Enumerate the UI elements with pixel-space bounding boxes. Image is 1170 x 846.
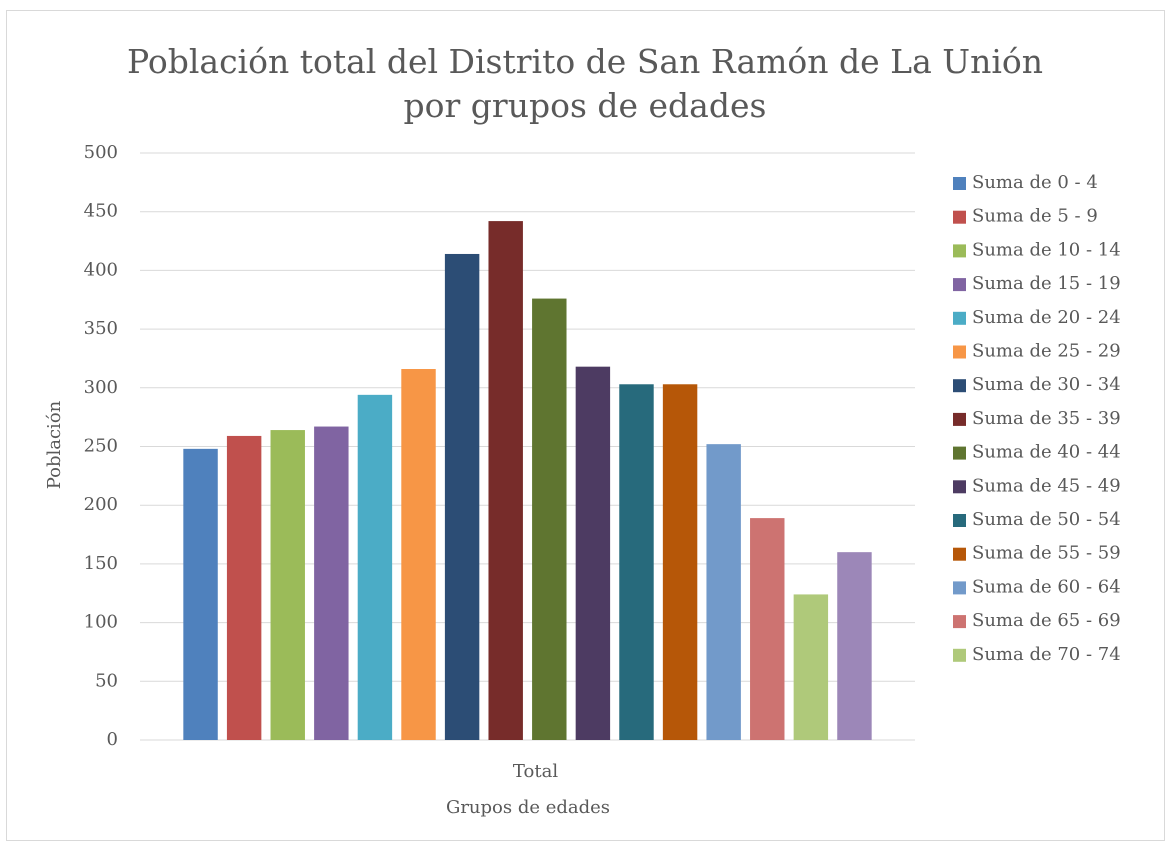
y-tick-label: 450: [84, 201, 118, 222]
bar: [706, 444, 741, 740]
chart-title: Población total del Distrito de San Ramó…: [126, 42, 1043, 125]
legend-swatch: [953, 278, 966, 292]
legend-label: Suma de 40 - 44: [972, 442, 1121, 463]
legend-label: Suma de 50 - 54: [972, 509, 1121, 530]
y-tick-label: 250: [84, 436, 118, 457]
legend-label: Suma de 60 - 64: [972, 576, 1121, 597]
legend-swatch: [953, 244, 966, 258]
legend-label: Suma de 0 - 4: [972, 172, 1098, 193]
legend-swatch: [953, 514, 966, 527]
legend-swatch: [953, 547, 966, 561]
legend-swatch: [953, 446, 966, 460]
legend-swatch: [953, 480, 966, 494]
bar: [575, 366, 611, 740]
legend-label: Suma de 20 - 24: [972, 307, 1121, 328]
x-axis-label: Grupos de edades: [446, 797, 610, 818]
y-axis-label: Población: [44, 400, 65, 489]
legend-label: Suma de 25 - 29: [972, 341, 1121, 362]
bar: [488, 221, 523, 741]
bar: [270, 430, 305, 740]
y-tick-label: 200: [84, 494, 118, 515]
bar: [401, 369, 436, 740]
legend-label: Suma de 5 - 9: [972, 206, 1098, 227]
legend-label: Suma de 10 - 14: [972, 239, 1121, 260]
legend-swatch: [953, 615, 966, 629]
x-tick-label: Total: [513, 761, 558, 782]
y-tick-label: 100: [84, 612, 118, 633]
bar: [314, 426, 349, 740]
y-tick-label: 500: [84, 142, 118, 163]
legend-swatch: [953, 379, 966, 393]
legend-swatch: [953, 345, 966, 359]
legend-label: Suma de 70 - 74: [972, 644, 1121, 665]
legend-label: Suma de 45 - 49: [972, 475, 1121, 496]
legend-swatch: [953, 311, 966, 325]
bar: [183, 448, 218, 740]
legend-swatch: [953, 210, 966, 224]
legend-label: Suma de 55 - 59: [972, 543, 1121, 564]
legend-swatch: [953, 648, 966, 662]
y-tick-label: 350: [84, 318, 118, 339]
legend-swatch: [953, 581, 966, 595]
legend-label: Suma de 15 - 19: [972, 273, 1121, 294]
legend-label: Suma de 35 - 39: [972, 408, 1121, 429]
y-tick-label: 150: [84, 553, 118, 574]
bar: [226, 435, 262, 740]
bar: [532, 298, 567, 740]
legend-label: Suma de 65 - 69: [972, 610, 1121, 631]
bar: [793, 594, 829, 740]
bar: [662, 384, 698, 740]
y-tick-label: 50: [95, 670, 118, 691]
legend-label: Suma de 30 - 34: [972, 374, 1121, 395]
legend-swatch: [953, 177, 966, 190]
y-tick-label: 300: [84, 377, 118, 398]
bar: [750, 518, 785, 740]
bar: [619, 384, 654, 740]
y-tick-label: 400: [84, 259, 118, 280]
legend-swatch: [953, 412, 966, 426]
bar: [837, 552, 872, 740]
bar: [444, 253, 480, 741]
y-tick-label: 0: [107, 729, 118, 750]
bar: [357, 394, 393, 740]
